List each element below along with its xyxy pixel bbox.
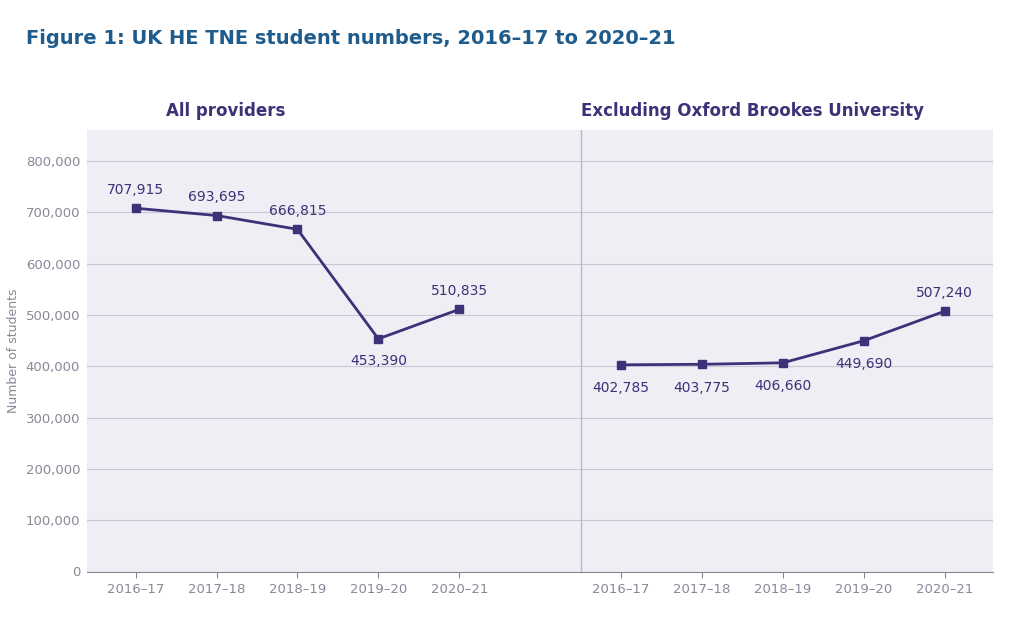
Text: 693,695: 693,695 [187, 190, 245, 204]
Text: 453,390: 453,390 [350, 354, 407, 368]
Y-axis label: Number of students: Number of students [7, 288, 20, 413]
Text: 666,815: 666,815 [268, 204, 327, 218]
Text: All providers: All providers [166, 102, 285, 119]
Text: 449,690: 449,690 [836, 357, 893, 371]
Text: 510,835: 510,835 [431, 284, 487, 298]
Text: 402,785: 402,785 [593, 381, 649, 395]
Text: 406,660: 406,660 [755, 379, 812, 393]
Text: 403,775: 403,775 [674, 381, 730, 395]
Text: Excluding Oxford Brookes University: Excluding Oxford Brookes University [582, 102, 924, 119]
Text: Figure 1: UK HE TNE student numbers, 2016–17 to 2020–21: Figure 1: UK HE TNE student numbers, 201… [26, 29, 675, 48]
Text: 507,240: 507,240 [916, 286, 973, 300]
Text: 707,915: 707,915 [108, 183, 164, 197]
